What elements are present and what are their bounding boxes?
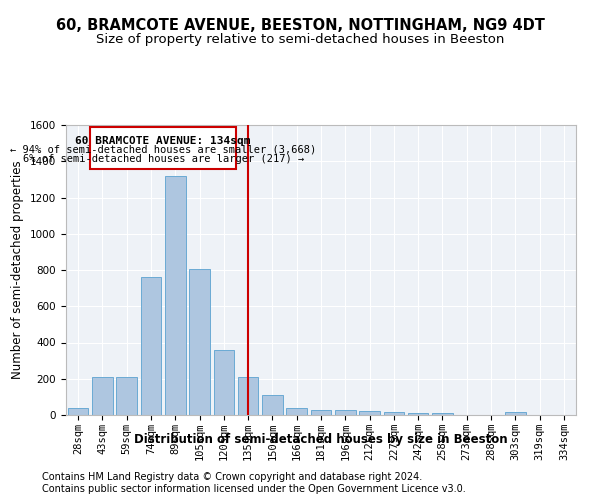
Bar bbox=[408, 413, 428, 415]
Y-axis label: Number of semi-detached properties: Number of semi-detached properties bbox=[11, 160, 25, 380]
Bar bbox=[262, 395, 283, 415]
Bar bbox=[311, 410, 331, 415]
Bar bbox=[214, 350, 234, 415]
Bar bbox=[116, 377, 137, 415]
Text: Distribution of semi-detached houses by size in Beeston: Distribution of semi-detached houses by … bbox=[134, 432, 508, 446]
Text: Contains HM Land Registry data © Crown copyright and database right 2024.: Contains HM Land Registry data © Crown c… bbox=[42, 472, 422, 482]
Text: ← 94% of semi-detached houses are smaller (3,668): ← 94% of semi-detached houses are smalle… bbox=[10, 145, 316, 155]
FancyBboxPatch shape bbox=[90, 127, 236, 168]
Text: 6% of semi-detached houses are larger (217) →: 6% of semi-detached houses are larger (2… bbox=[23, 154, 304, 164]
Bar bbox=[165, 176, 185, 415]
Bar bbox=[505, 412, 526, 415]
Bar bbox=[238, 377, 259, 415]
Bar bbox=[140, 277, 161, 415]
Bar bbox=[68, 408, 88, 415]
Bar bbox=[286, 408, 307, 415]
Text: 60, BRAMCOTE AVENUE, BEESTON, NOTTINGHAM, NG9 4DT: 60, BRAMCOTE AVENUE, BEESTON, NOTTINGHAM… bbox=[56, 18, 544, 32]
Bar bbox=[92, 377, 113, 415]
Text: Size of property relative to semi-detached houses in Beeston: Size of property relative to semi-detach… bbox=[96, 32, 504, 46]
Bar bbox=[335, 410, 356, 415]
Text: Contains public sector information licensed under the Open Government Licence v3: Contains public sector information licen… bbox=[42, 484, 466, 494]
Text: 60 BRAMCOTE AVENUE: 134sqm: 60 BRAMCOTE AVENUE: 134sqm bbox=[76, 136, 251, 146]
Bar bbox=[359, 412, 380, 415]
Bar bbox=[189, 269, 210, 415]
Bar bbox=[383, 412, 404, 415]
Bar bbox=[432, 413, 453, 415]
